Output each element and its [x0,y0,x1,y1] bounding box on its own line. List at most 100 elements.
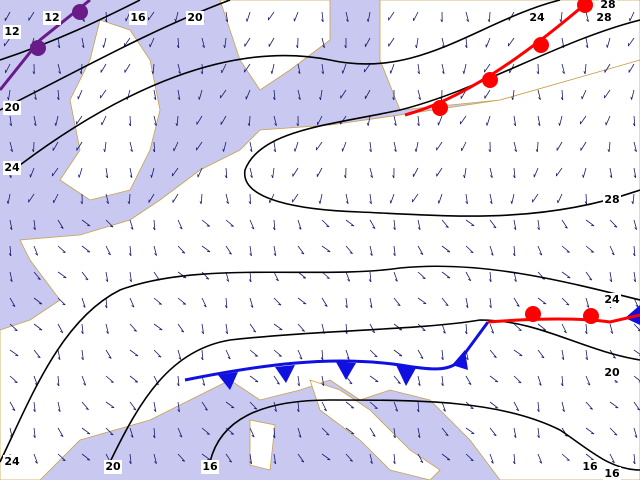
wind-arrow [558,115,563,126]
wind-arrow [340,89,347,99]
label-background [3,455,21,469]
wind-arrow [177,89,181,101]
wind-arrow [489,349,497,358]
wind-arrow [345,11,349,22]
front-triangle [336,362,356,380]
isoline-label: 20 [604,366,620,379]
wind-arrow [609,271,613,283]
wind-arrow [369,401,378,409]
wind-arrow [249,401,258,410]
wind-arrow [149,37,155,48]
front-triangle [218,372,238,390]
wind-arrow [105,219,114,228]
wind-arrow [249,375,259,383]
wind-arrow [77,89,83,100]
wind-arrow [244,63,251,73]
wind-arrow [127,193,131,205]
wind-arrow [4,11,11,21]
wind-arrow [513,115,517,127]
wind-arrow [201,323,204,335]
wind-arrow [201,245,211,253]
wind-arrow [297,427,302,438]
wind-arrow [627,37,635,47]
wind-arrow [272,89,276,101]
wind-arrow [561,323,567,334]
wind-arrow [196,115,203,125]
wind-arrow [225,349,231,360]
wind-arrow [585,427,595,435]
label-background [3,101,21,115]
wind-arrow [6,193,11,204]
wind-arrow [105,349,112,359]
wind-arrow [201,37,205,48]
wind-arrow [33,297,43,305]
wind-arrow [484,63,491,73]
wind-arrow [129,427,134,438]
wind-arrow [487,11,491,23]
wind-arrow [388,37,395,47]
isoline [209,399,640,471]
wind-arrow [57,323,64,334]
wind-arrow [459,115,467,125]
wind-arrow [461,141,467,152]
wind-arrow [369,349,378,358]
label-background [603,366,621,380]
wind-arrow [369,193,372,205]
wind-arrow [561,349,565,361]
wind-arrow [33,219,36,231]
wind-arrow [249,427,255,438]
wind-arrow [609,167,613,179]
wind-arrow [177,427,183,438]
isoline-label: 28 [596,11,611,24]
wind-arrow [104,297,108,309]
wind-arrow [465,427,475,435]
wind-arrow [297,453,305,463]
wind-arrow [81,297,86,308]
wind-arrow [176,375,180,387]
wind-arrow [57,427,64,437]
wind-arrow [272,219,276,231]
wind-arrow [81,245,91,253]
wind-arrow [129,167,133,179]
wind-arrow [369,427,376,437]
wind-arrow [221,63,227,74]
wind-arrow [177,297,187,305]
wind-arrow [345,453,353,462]
wind-arrow [225,245,232,255]
wind-arrow [269,193,275,204]
wind-arrow [9,271,13,283]
wind-arrow [103,141,107,153]
wind-arrow [537,115,541,127]
wind-arrow [537,349,545,359]
wind-arrow [152,219,156,231]
wind-arrow [153,349,162,358]
wind-arrow [585,219,595,227]
wind-arrow [9,141,13,152]
wind-arrow [585,401,593,410]
wind-arrow [129,453,132,465]
wind-arrow [271,167,275,179]
wind-arrow [345,349,350,360]
wind-arrow [417,63,420,75]
wind-arrow [57,297,66,306]
isoline [0,265,640,463]
wind-arrow [369,141,372,153]
wind-arrow [272,427,276,439]
isoline-label: 24 [604,293,620,306]
wind-arrow [224,297,228,309]
wind-arrow [633,427,638,438]
wind-arrow [417,115,420,127]
wind-arrow [9,349,19,357]
wind-arrow [54,115,59,126]
wind-arrow [582,167,587,178]
label-background [603,467,621,480]
wind-arrow [297,219,302,230]
wind-arrow [580,141,587,151]
wind-arrow [177,271,187,279]
wind-arrow [585,349,588,361]
wind-arrow [415,37,419,49]
label-background [3,25,21,39]
wind-arrow [249,219,255,230]
wind-arrow [8,245,12,257]
